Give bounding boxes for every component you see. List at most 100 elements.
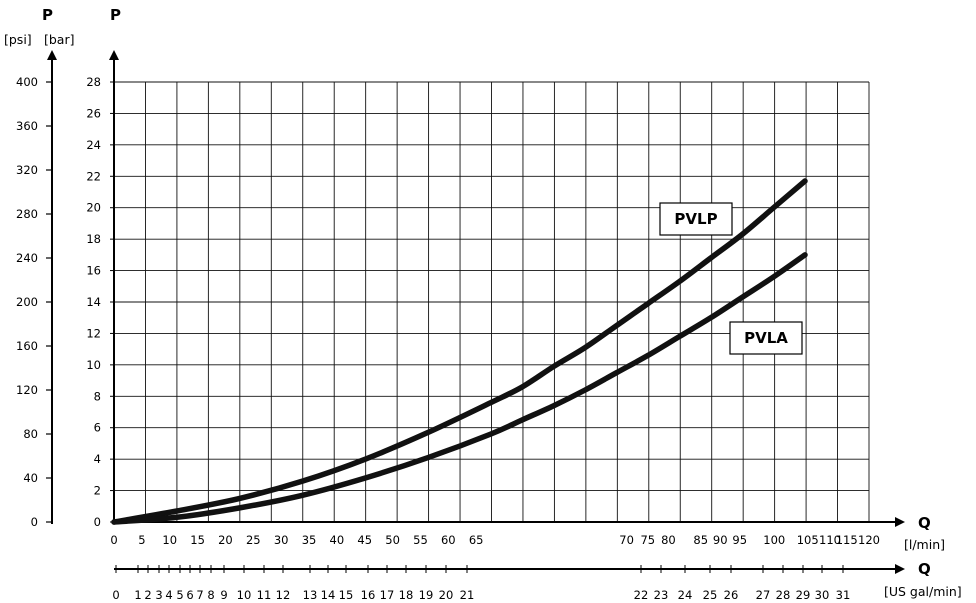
x-tick-lmin: 50 xyxy=(385,533,400,547)
x-tick-lmin: 15 xyxy=(190,533,205,547)
x-axis-usgal-arrow xyxy=(895,564,905,574)
y-axis-title-bar: P xyxy=(110,6,121,24)
x-tick-lmin: 40 xyxy=(330,533,345,547)
x-tick-usgal: 17 xyxy=(380,588,395,602)
series-curves xyxy=(111,178,808,525)
x-tick-usgal: 26 xyxy=(724,588,739,602)
x-tick-lmin: 85 xyxy=(693,533,708,547)
x-tick-usgal: 31 xyxy=(836,588,851,602)
y-tick-bar: 22 xyxy=(86,169,101,183)
x-tick-lmin: 60 xyxy=(441,533,456,547)
x-tick-lmin: 10 xyxy=(162,533,177,547)
y-tick-bar: 0 xyxy=(94,515,101,529)
y-tick-psi: 0 xyxy=(31,515,38,529)
x-tick-usgal: 5 xyxy=(176,588,183,602)
y-tick-psi: 40 xyxy=(23,471,38,485)
x-tick-lmin: 45 xyxy=(357,533,372,547)
x-unit-usgal: [US gal/min] xyxy=(884,584,962,599)
x-tick-usgal: 22 xyxy=(634,588,649,602)
x-tick-usgal: 10 xyxy=(237,588,252,602)
x-tick-usgal: 8 xyxy=(207,588,214,602)
x-tick-lmin: 75 xyxy=(640,533,655,547)
y-tick-bar: 12 xyxy=(86,326,101,340)
y-tick-psi: 320 xyxy=(16,163,38,177)
x-tick-usgal: 13 xyxy=(303,588,318,602)
x-axis-title-usgal: Q xyxy=(918,560,931,578)
y-unit-bar: [bar] xyxy=(44,32,75,47)
x-tick-usgal: 15 xyxy=(339,588,354,602)
x-tick-usgal: 23 xyxy=(654,588,669,602)
x-tick-usgal: 21 xyxy=(460,588,475,602)
y-tick-psi: 160 xyxy=(16,339,38,353)
x-unit-lmin: [l/min] xyxy=(904,537,945,552)
x-tick-lmin: 25 xyxy=(246,533,261,547)
y-tick-bar: 28 xyxy=(86,75,101,89)
y-tick-bar: 10 xyxy=(86,358,101,372)
y-tick-bar: 2 xyxy=(94,484,101,498)
y-tick-psi: 80 xyxy=(23,427,38,441)
x-tick-usgal: 2 xyxy=(144,588,151,602)
axes xyxy=(47,50,905,574)
y-axis-psi-arrow xyxy=(47,50,57,60)
series-labels: PVLP PVLA xyxy=(659,202,803,355)
axis-titles: P P [psi] [bar] Q [l/min] Q [US gal/min] xyxy=(4,6,962,599)
y-tick-psi: 200 xyxy=(16,295,38,309)
x-tick-usgal: 7 xyxy=(196,588,203,602)
x-tick-lmin: 0 xyxy=(110,533,117,547)
x-tick-usgal: 16 xyxy=(361,588,376,602)
x-axis-lmin-arrow xyxy=(895,517,905,527)
x-tick-usgal: 19 xyxy=(419,588,434,602)
x-tick-usgal: 24 xyxy=(678,588,693,602)
x-tick-usgal: 28 xyxy=(776,588,791,602)
y-tick-bar: 14 xyxy=(86,295,101,309)
x-tick-usgal: 20 xyxy=(439,588,454,602)
y-tick-bar: 26 xyxy=(86,106,101,120)
x-tick-usgal: 0 xyxy=(112,588,119,602)
x-tick-usgal: 1 xyxy=(134,588,141,602)
series-line-pvla xyxy=(111,252,808,525)
ticks: 0246810121416182022242628040801201602002… xyxy=(16,75,880,602)
x-tick-usgal: 4 xyxy=(165,588,172,602)
y-tick-bar: 20 xyxy=(86,201,101,215)
x-tick-usgal: 11 xyxy=(257,588,272,602)
x-tick-lmin: 35 xyxy=(302,533,317,547)
grid xyxy=(113,81,870,523)
y-tick-bar: 16 xyxy=(86,264,101,278)
x-tick-usgal: 12 xyxy=(276,588,291,602)
x-tick-usgal: 18 xyxy=(399,588,414,602)
y-tick-psi: 400 xyxy=(16,75,38,89)
x-tick-lmin: 110 xyxy=(819,533,841,547)
series-label-box-pvlp xyxy=(659,202,733,236)
series-label-pvlp: PVLP xyxy=(674,210,717,228)
series-label-box-pvla xyxy=(729,321,803,355)
x-tick-usgal: 29 xyxy=(796,588,811,602)
x-tick-lmin: 65 xyxy=(469,533,484,547)
x-tick-usgal: 9 xyxy=(220,588,227,602)
x-tick-usgal: 3 xyxy=(155,588,162,602)
x-tick-usgal: 27 xyxy=(756,588,771,602)
y-tick-psi: 280 xyxy=(16,207,38,221)
x-tick-lmin: 90 xyxy=(713,533,728,547)
x-tick-usgal: 6 xyxy=(186,588,193,602)
y-tick-bar: 4 xyxy=(94,452,101,466)
y-tick-psi: 240 xyxy=(16,251,38,265)
series-label-pvla: PVLA xyxy=(744,329,788,347)
x-tick-usgal: 25 xyxy=(703,588,718,602)
y-tick-psi: 360 xyxy=(16,119,38,133)
x-tick-lmin: 80 xyxy=(661,533,676,547)
y-tick-psi: 120 xyxy=(16,383,38,397)
y-tick-bar: 8 xyxy=(94,389,101,403)
x-tick-lmin: 120 xyxy=(858,533,880,547)
x-tick-lmin: 95 xyxy=(732,533,747,547)
y-tick-bar: 18 xyxy=(86,232,101,246)
x-tick-usgal: 14 xyxy=(321,588,336,602)
x-tick-usgal: 30 xyxy=(815,588,830,602)
x-axis-title-lmin: Q xyxy=(918,514,931,532)
x-tick-lmin: 5 xyxy=(138,533,145,547)
x-tick-lmin: 55 xyxy=(413,533,428,547)
x-tick-lmin: 20 xyxy=(218,533,233,547)
x-tick-lmin: 105 xyxy=(797,533,819,547)
y-axis-title-psi: P xyxy=(42,6,53,24)
x-tick-lmin: 100 xyxy=(763,533,785,547)
